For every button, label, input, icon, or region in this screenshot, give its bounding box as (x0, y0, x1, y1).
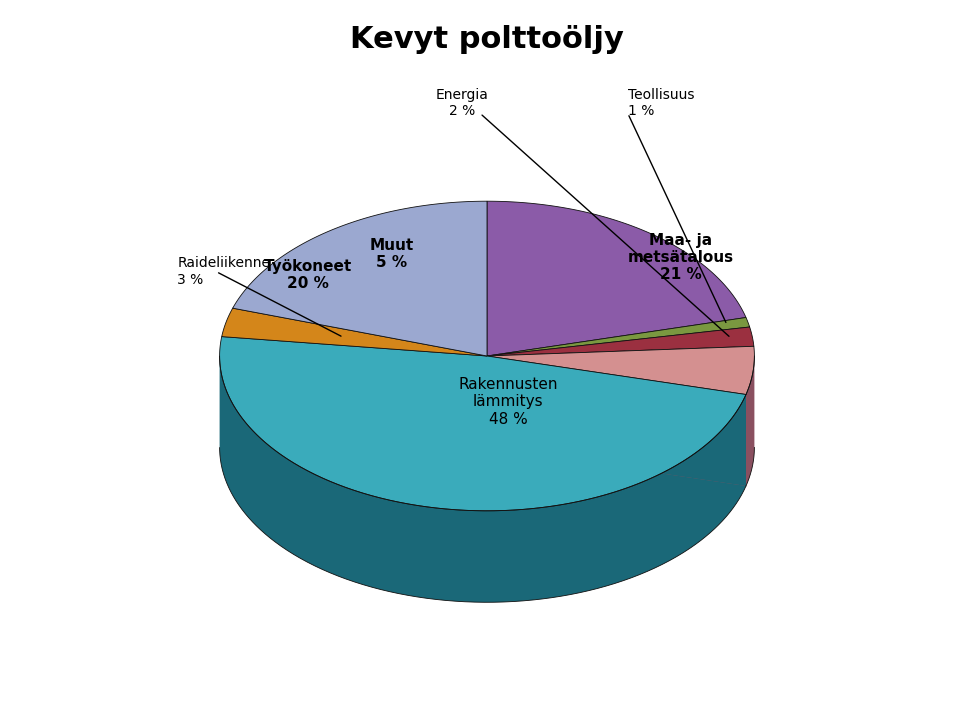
Text: Raideliikenne
3 %: Raideliikenne 3 % (177, 256, 271, 287)
Text: Rakennusten
lämmitys
48 %: Rakennusten lämmitys 48 % (459, 377, 558, 426)
Text: Muut
5 %: Muut 5 % (370, 238, 414, 270)
Polygon shape (487, 356, 746, 486)
Polygon shape (487, 356, 746, 486)
Polygon shape (219, 356, 746, 602)
Text: Energia
2 %: Energia 2 % (436, 88, 489, 117)
Polygon shape (219, 337, 746, 511)
Text: Kevyt polttoöljy: Kevyt polttoöljy (350, 26, 624, 54)
Polygon shape (222, 308, 487, 356)
Polygon shape (233, 201, 487, 356)
Polygon shape (746, 356, 755, 486)
Text: Työkoneet
20 %: Työkoneet 20 % (263, 259, 352, 291)
Text: Maa- ja
metsätalous
21 %: Maa- ja metsätalous 21 % (627, 233, 733, 283)
Polygon shape (487, 327, 754, 356)
Polygon shape (487, 201, 746, 356)
Polygon shape (487, 346, 755, 394)
Polygon shape (487, 318, 750, 356)
Text: Teollisuus
1 %: Teollisuus 1 % (627, 88, 694, 117)
